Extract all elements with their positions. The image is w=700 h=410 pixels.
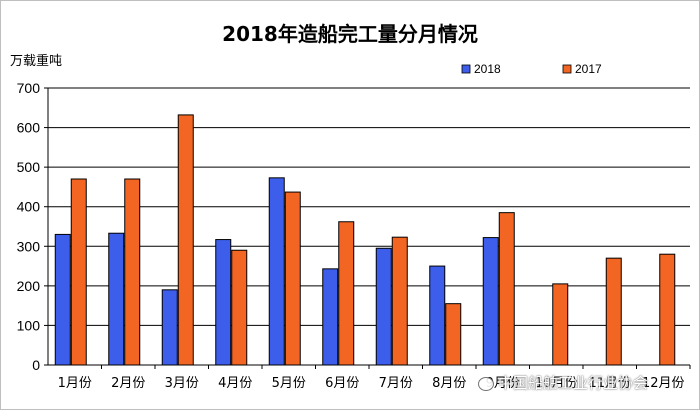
bar-2017-11 — [605, 257, 622, 366]
legend-label-2018: 2018 — [474, 62, 501, 76]
bar-2018-9 — [482, 237, 499, 366]
bar-2017-8 — [445, 303, 462, 366]
x-tick-label: 12月份 — [642, 376, 685, 391]
x-tick-label: 9月份 — [486, 376, 520, 391]
legend-swatch-2017 — [562, 64, 572, 74]
x-tick-label: 11月份 — [588, 376, 631, 391]
watermark-text: 中国船舶工业行业协会 — [498, 374, 649, 392]
bar-2018-8 — [429, 265, 446, 366]
bar-2018-3 — [161, 289, 178, 366]
x-tick-label: 6月份 — [325, 376, 359, 391]
y-tick-label: 300 — [17, 238, 41, 254]
bar-2017-1 — [70, 178, 87, 366]
legend-label-2017: 2017 — [575, 62, 602, 76]
bar-2018-6 — [322, 268, 339, 366]
y-tick-label: 400 — [17, 199, 41, 215]
y-tick-label: 500 — [17, 159, 41, 175]
y-tick-label: 0 — [32, 357, 40, 373]
bar-2018-4 — [215, 239, 232, 366]
bar-2017-10 — [552, 283, 569, 366]
bar-2017-7 — [391, 236, 408, 366]
x-tick-label: 10月份 — [535, 376, 578, 391]
bar-2017-9 — [498, 212, 515, 366]
y-axis-unit-label: 万载重吨 — [10, 54, 63, 69]
chart-title: 2018年造船完工量分月情况 — [222, 22, 478, 46]
bar-2018-2 — [108, 232, 125, 366]
bar-2018-7 — [375, 247, 392, 366]
x-tick-label: 3月份 — [165, 376, 199, 391]
bar-2017-12 — [659, 253, 676, 366]
y-tick-label: 700 — [17, 80, 41, 96]
x-tick-label: 7月份 — [379, 376, 413, 391]
wechat-icon — [478, 376, 494, 391]
bar-2018-5 — [268, 177, 285, 366]
bar-2017-5 — [284, 191, 301, 366]
bar-2017-2 — [124, 178, 141, 366]
bar-2017-4 — [231, 249, 248, 366]
legend-swatch-2018 — [461, 64, 471, 74]
y-tick-label: 200 — [17, 278, 41, 294]
watermark: 中国船舶工业行业协会 — [478, 372, 648, 393]
y-tick-label: 600 — [17, 120, 41, 136]
x-tick-label: 8月份 — [432, 376, 466, 391]
bar-2017-6 — [338, 221, 355, 366]
x-tick-label: 5月份 — [272, 376, 306, 391]
x-tick-label: 1月份 — [58, 376, 92, 391]
y-tick-label: 100 — [17, 317, 41, 333]
bar-2018-1 — [54, 233, 71, 366]
x-tick-label: 2月份 — [111, 376, 145, 391]
bar-2017-3 — [177, 114, 194, 366]
x-tick-label: 4月份 — [218, 376, 252, 391]
